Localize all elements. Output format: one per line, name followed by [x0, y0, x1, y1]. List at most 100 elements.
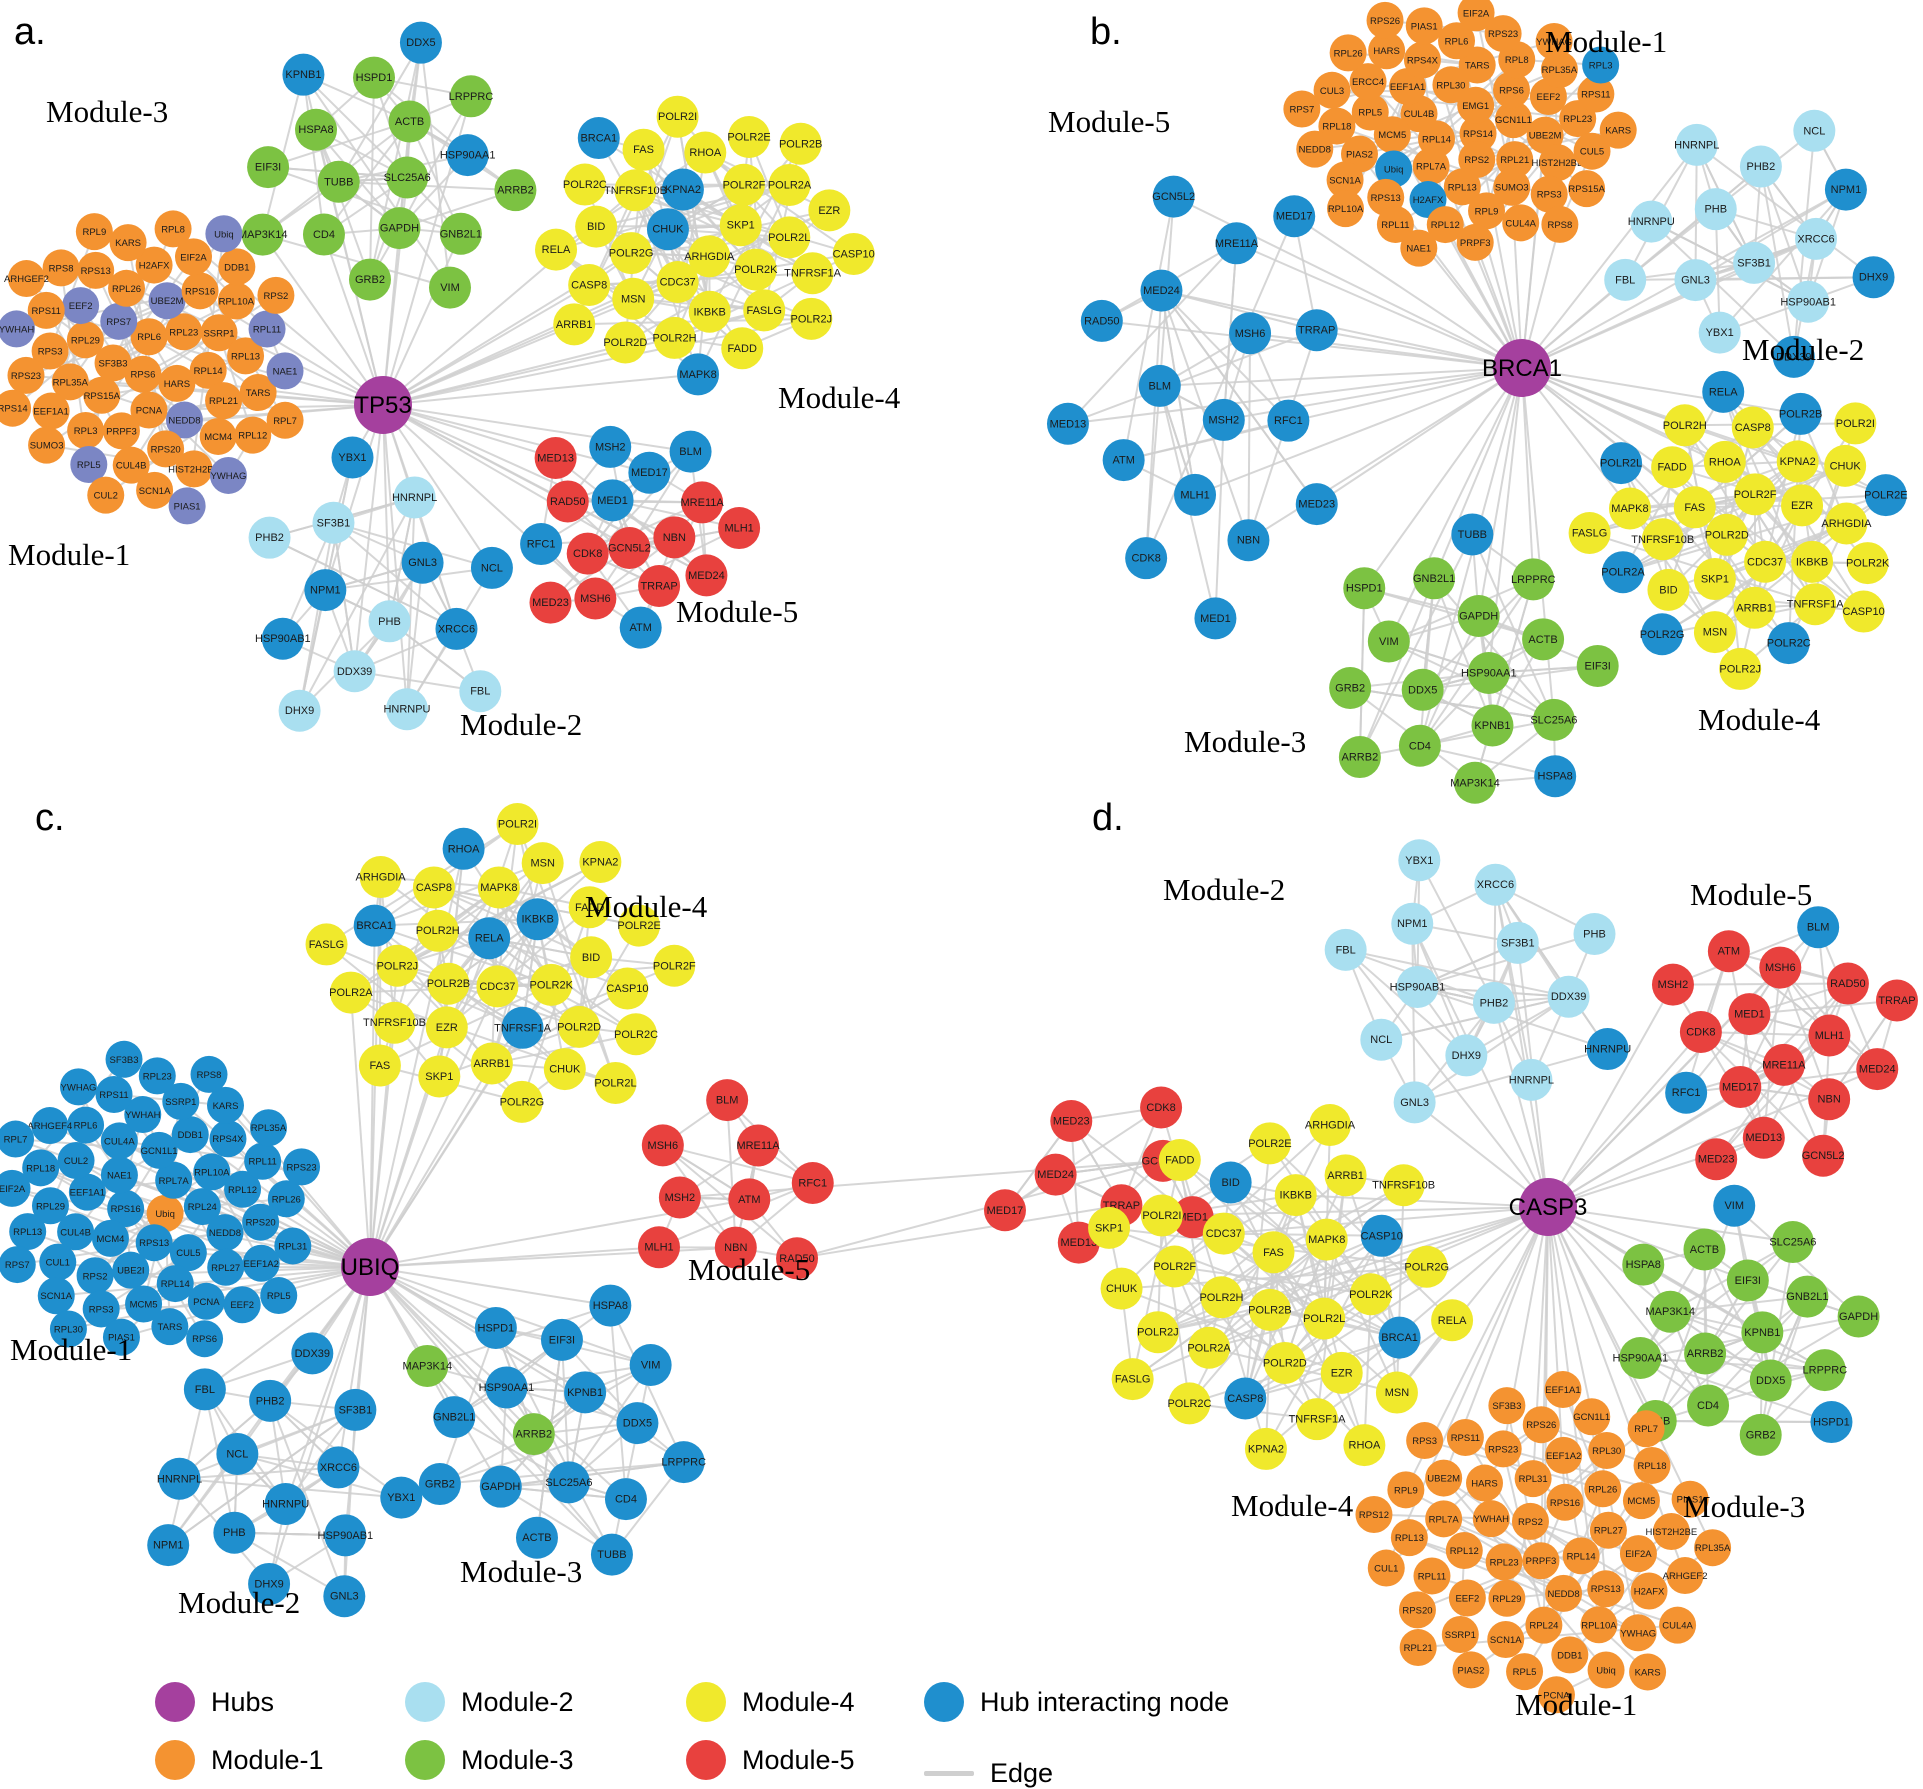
node-label: KPNB1: [1744, 1327, 1780, 1339]
node-GAPDH: GAPDH: [378, 207, 420, 249]
node-TARS: TARS: [151, 1308, 188, 1345]
edge: [370, 1247, 659, 1267]
node-label: GNL3: [408, 557, 437, 569]
node-POLR2J: POLR2J: [1719, 648, 1761, 690]
node-label: RPL24: [188, 1202, 217, 1213]
node-label: POLR2K: [530, 979, 574, 991]
node-POLR2L: POLR2L: [1303, 1298, 1345, 1340]
node-EEF1A1: EEF1A1: [69, 1174, 106, 1211]
node-EIF3I: EIF3I: [541, 1319, 583, 1361]
node-label: ARHGEF2: [4, 274, 49, 285]
node-label: BRCA1: [356, 920, 393, 932]
node-label: NEDD8: [1547, 1589, 1579, 1600]
node-label: HARS: [1471, 1479, 1497, 1490]
node-KPNB1: KPNB1: [282, 54, 324, 96]
node-label: Ubiq: [155, 1209, 175, 1220]
node-RPL30: RPL30: [1588, 1432, 1625, 1469]
node-MED13: MED13: [1047, 403, 1089, 445]
node-YBX1: YBX1: [331, 436, 373, 478]
node-label: RPL3: [74, 426, 98, 437]
node-label: GCN5L2: [608, 542, 651, 554]
node-label: ATM: [1718, 946, 1740, 958]
node-HSP90AB1: HSP90AB1: [1390, 966, 1446, 1008]
node-ARRB1: ARRB1: [1734, 587, 1776, 629]
node-label: GCN5L2: [1802, 1150, 1845, 1162]
node-label: PHB: [223, 1527, 246, 1539]
node-label: MAP3K14: [1646, 1306, 1696, 1318]
node-label: HNRNPL: [1674, 139, 1719, 151]
node-NCL: NCL: [1360, 1019, 1402, 1061]
node-NBN: NBN: [653, 516, 695, 558]
module-label: Module-3: [1683, 1489, 1805, 1524]
node-POLR2C: POLR2C: [1167, 1382, 1211, 1424]
node-XRCC6: XRCC6: [1474, 864, 1516, 906]
node-label: POLR2I: [1836, 418, 1875, 430]
node-label: RELA: [1438, 1315, 1467, 1327]
edge: [727, 1100, 736, 1247]
node-label: RPS11: [1451, 1433, 1480, 1444]
node-label: POLR2A: [768, 179, 812, 191]
node-label: DHX9: [1452, 1050, 1481, 1062]
node-ATM: ATM: [728, 1178, 770, 1220]
node-label: NEDD8: [1299, 145, 1331, 156]
node-label: YBX1: [387, 1492, 415, 1504]
legend-label: Module-4: [742, 1687, 855, 1718]
node-Ubiq: Ubiq: [205, 215, 242, 252]
module-1-swatch-icon: [155, 1740, 195, 1780]
node-label: HSPA8: [593, 1300, 628, 1312]
node-label: SUMO3: [30, 441, 64, 452]
node-TRRAP: TRRAP: [1876, 979, 1918, 1021]
node-label: LRPPRC: [1511, 574, 1556, 586]
node-label: RPS26: [1370, 16, 1400, 27]
node-ARRB1: ARRB1: [471, 1043, 513, 1085]
node-label: VIM: [641, 1360, 661, 1372]
node-CHUK: CHUK: [1101, 1268, 1143, 1310]
node-label: POLR2B: [427, 978, 470, 990]
node-label: RPL14: [194, 366, 223, 377]
node-label: GCN1L1: [1573, 1412, 1610, 1423]
node-label: LRPPRC: [1803, 1365, 1848, 1377]
node-MED24: MED24: [685, 554, 727, 596]
node-label: GNB2L1: [1413, 573, 1455, 585]
node-label: DDB1: [224, 262, 249, 273]
node-NCL: NCL: [1793, 110, 1835, 152]
node-label: RPL29: [1492, 1594, 1521, 1605]
node-label: RPS13: [139, 1238, 169, 1249]
node-label: RHOA: [689, 147, 721, 159]
node-label: RPS11: [32, 306, 61, 317]
node-label: MAP3K14: [1450, 777, 1500, 789]
node-label: SLC25A6: [384, 172, 431, 184]
node-label: RELA: [1709, 386, 1738, 398]
node-MED23: MED23: [1695, 1138, 1737, 1180]
node-label: TNFRSF1A: [784, 268, 842, 280]
node-label: RPS23: [1488, 1444, 1518, 1455]
node-label: RPL27: [1594, 1526, 1623, 1537]
node-label: CUL4B: [60, 1227, 91, 1238]
node-label: Ubiq: [1596, 1666, 1616, 1677]
node-label: CASP8: [1227, 1393, 1263, 1405]
edge: [1248, 333, 1250, 540]
node-HSPD1: HSPD1: [1810, 1401, 1852, 1443]
node-label: HIST2H2BE: [1532, 158, 1584, 169]
node-label: YWHAG: [1620, 1628, 1656, 1639]
node-KPNB1: KPNB1: [1741, 1311, 1783, 1353]
node-label: YWHAH: [125, 1110, 161, 1121]
node-label: SF3B3: [1492, 1401, 1521, 1412]
node-label: EEF1A2: [1546, 1451, 1581, 1462]
node-RPL27: RPL27: [1590, 1512, 1627, 1549]
node-label: SKP1: [727, 220, 755, 232]
node-GNB2L1: GNB2L1: [440, 213, 482, 255]
node-CUL2: CUL2: [58, 1142, 95, 1179]
node-EEF2: EEF2: [62, 287, 99, 324]
node-label: MLH1: [644, 1242, 673, 1254]
node-CASP10: CASP10: [1361, 1215, 1403, 1257]
node-label: MED24: [688, 570, 725, 582]
node-BID: BID: [570, 936, 612, 978]
node-POLR2J: POLR2J: [376, 945, 418, 987]
node-NCL: NCL: [471, 547, 513, 589]
node-KARS: KARS: [1600, 112, 1637, 149]
node-label: SF3B1: [1501, 937, 1535, 949]
node-GAPDH: GAPDH: [1458, 595, 1500, 637]
